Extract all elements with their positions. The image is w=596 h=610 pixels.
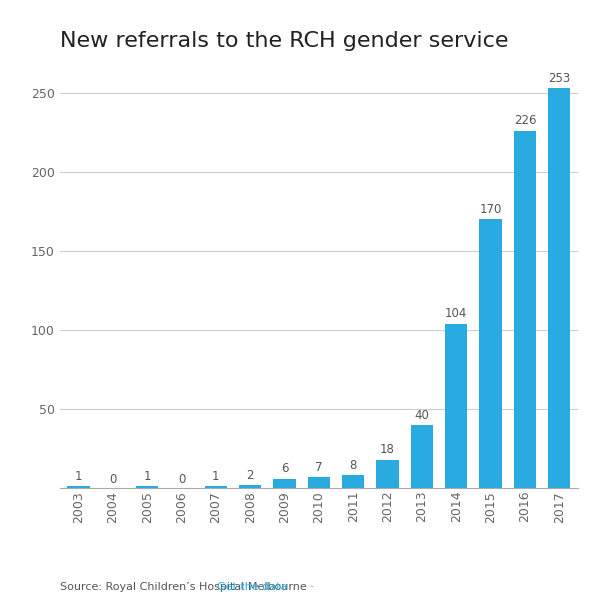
Text: 1: 1 <box>74 470 82 483</box>
Bar <box>239 485 261 488</box>
Bar <box>411 425 433 488</box>
Text: New referrals to the RCH gender service: New referrals to the RCH gender service <box>60 31 508 51</box>
Bar <box>445 323 467 488</box>
Text: Get the data: Get the data <box>218 582 288 592</box>
Bar <box>274 478 296 488</box>
Bar <box>377 459 399 488</box>
Text: 1: 1 <box>144 470 151 483</box>
Text: 170: 170 <box>479 203 502 216</box>
Text: 226: 226 <box>514 115 536 127</box>
Text: 6: 6 <box>281 462 288 475</box>
Text: 1: 1 <box>212 470 219 483</box>
Text: 0: 0 <box>109 473 116 486</box>
Text: 7: 7 <box>315 461 322 474</box>
Text: 8: 8 <box>349 459 357 472</box>
Bar <box>308 477 330 488</box>
Text: 18: 18 <box>380 443 395 456</box>
Bar <box>548 88 570 488</box>
Text: 0: 0 <box>178 473 185 486</box>
Bar <box>479 219 502 488</box>
Text: 104: 104 <box>445 307 467 320</box>
Text: 40: 40 <box>414 409 429 422</box>
Bar <box>342 475 364 488</box>
Text: Source: Royal Children’s Hospital Melbourne ·: Source: Royal Children’s Hospital Melbou… <box>60 582 317 592</box>
Text: 2: 2 <box>246 468 254 482</box>
Bar <box>136 486 159 488</box>
Bar <box>514 131 536 488</box>
Bar <box>67 486 89 488</box>
Bar <box>204 486 227 488</box>
Text: 253: 253 <box>548 72 570 85</box>
